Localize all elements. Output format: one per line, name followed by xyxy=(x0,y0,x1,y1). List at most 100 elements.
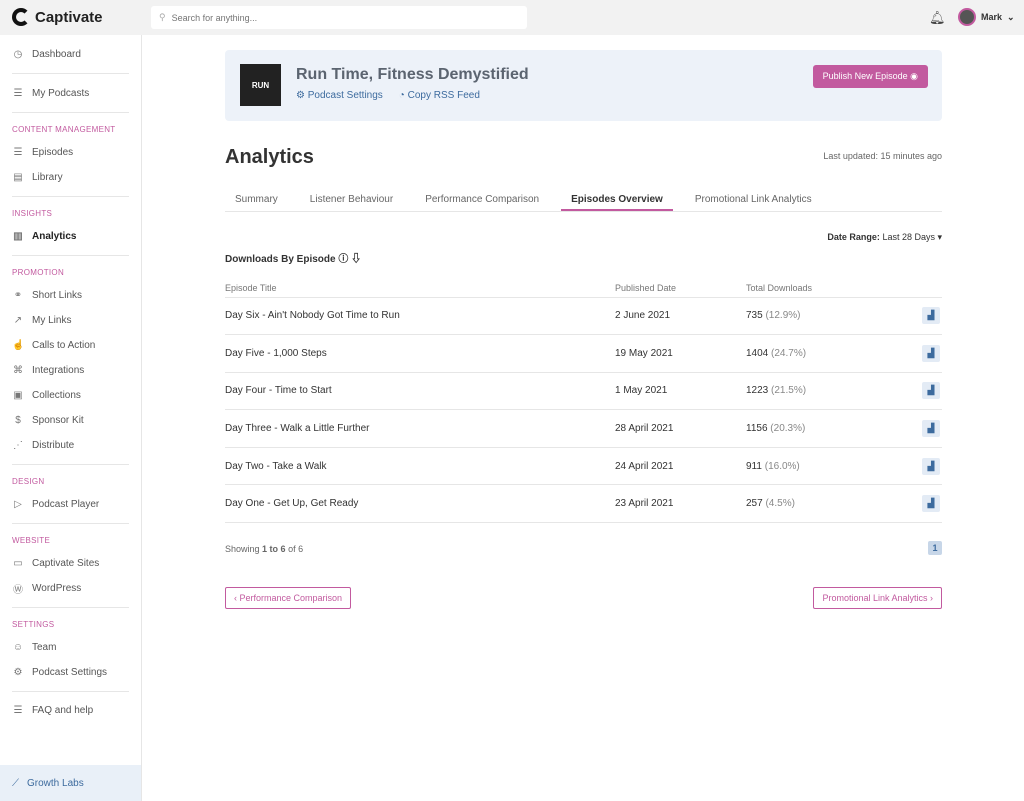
my-links-icon: ↗ xyxy=(13,315,23,326)
sponsor-kit-icon: $ xyxy=(15,415,21,426)
sidebar-item-dashboard[interactable]: ◷ Dashboard xyxy=(13,48,81,60)
total-downloads: 911 (16.0%) xyxy=(746,447,922,486)
last-updated: Last updated: 15 minutes ago xyxy=(823,151,942,161)
sidebar: ◷ Dashboard ☰ My Podcasts CONTENT MANAGEMENT… xyxy=(0,35,142,801)
sidebar-section-title: CONTENT MANAGEMENT xyxy=(12,125,116,134)
captivate-logo[interactable]: Captivate xyxy=(12,8,103,26)
episode-title[interactable]: Day Four - Time to Start xyxy=(225,372,615,411)
team-icon: ☺ xyxy=(12,642,24,653)
section-title: Downloads By Episode ⓘ ⇩ xyxy=(225,254,362,265)
episodes-icon: ☰ xyxy=(13,147,23,158)
sidebar-item-my-links[interactable]: ↗ My Links xyxy=(13,315,72,326)
publish-new-episode-button[interactable]: Publish New Episode ◉ xyxy=(812,65,928,88)
sidebar-item-integrations[interactable]: ⌘ Integrations xyxy=(13,365,85,376)
published-date: 23 April 2021 xyxy=(615,484,746,524)
sidebar-item-distribute[interactable]: ⋰ Distribute xyxy=(13,440,75,451)
episode-title[interactable]: Day One - Get Up, Get Ready xyxy=(225,484,615,524)
col-published-date: Published Date xyxy=(615,279,746,298)
sidebar-item-collections[interactable]: ▣ Collections xyxy=(13,390,81,401)
total-downloads: 1156 (20.3%) xyxy=(746,409,922,448)
table-row[interactable]: Day Four - Time to Start 1 May 2021 1223 (… xyxy=(225,372,942,411)
chart-icon[interactable]: ▟ xyxy=(922,344,940,362)
distribute-icon: ⋰ xyxy=(13,440,23,451)
sidebar-item-faq[interactable]: ☰ FAQ and help xyxy=(13,705,94,716)
episode-title[interactable]: Day Six - Ain't Nobody Got Time to Run xyxy=(225,297,615,336)
sidebar-item-captivate-sites[interactable]: ▭ Captivate Sites xyxy=(13,558,100,569)
table-row[interactable]: Day Five - 1,000 Steps 19 May 2021 1404 (2… xyxy=(225,334,942,373)
podcast-settings-link[interactable]: ⚙ Podcast Settings xyxy=(296,90,383,101)
published-date: 2 June 2021 xyxy=(615,297,746,336)
chevron-down-icon: ⌄ xyxy=(1007,11,1015,22)
download-icon[interactable]: ⇩ xyxy=(351,254,362,265)
user-menu[interactable]: Mark ⌄ xyxy=(958,8,1015,26)
table-row[interactable]: Day Two - Take a Walk 24 April 2021 911 (1… xyxy=(225,447,942,486)
episode-title[interactable]: Day Five - 1,000 Steps xyxy=(225,334,615,373)
published-date: 28 April 2021 xyxy=(615,409,746,448)
episode-title[interactable]: Day Three - Walk a Little Further xyxy=(225,409,615,448)
total-downloads: 1223 (21.5%) xyxy=(746,372,922,411)
sidebar-section-title: INSIGHTS xyxy=(12,209,53,218)
page-title: Analytics xyxy=(225,146,314,168)
sidebar-item-analytics[interactable]: ▥ Analytics xyxy=(13,231,77,242)
chart-icon[interactable]: ▟ xyxy=(922,420,940,438)
sidebar-item-episodes[interactable]: ☰ Episodes xyxy=(13,147,74,158)
podcast-player-icon: ▷ xyxy=(14,499,22,510)
next-promotional-link-analytics-button[interactable]: Promotional Link Analytics › xyxy=(813,587,942,609)
logo-icon xyxy=(12,8,30,26)
episodes-table: Episode Title Published Date Total Downloa… xyxy=(225,279,942,524)
prev-performance-comparison-button[interactable]: ‹ Performance Comparison xyxy=(225,587,352,609)
tab-promotional-link-analytics[interactable]: Promotional Link Analytics xyxy=(694,194,812,205)
chart-icon[interactable]: ▟ xyxy=(922,457,940,475)
sidebar-item-library[interactable]: ▤ Library xyxy=(13,172,63,183)
tab-listener-behaviour[interactable]: Listener Behaviour xyxy=(309,194,394,205)
growth-labs-link[interactable]: ⟋ Growth Labs xyxy=(0,765,141,801)
sidebar-item-short-links[interactable]: ⚭ Short Links xyxy=(13,290,83,301)
sidebar-item-sponsor-kit[interactable]: $ Sponsor Kit xyxy=(0,408,141,433)
tab-summary[interactable]: Summary xyxy=(235,194,278,205)
chart-icon[interactable]: ▟ xyxy=(922,495,940,513)
top-bar: Captivate ⚲ 🔔︎ Mark⌄ xyxy=(0,0,1024,35)
avatar xyxy=(958,8,976,26)
podcast-title: Run Time, Fitness Demystified xyxy=(296,66,529,83)
sidebar-section-title: PROMOTION xyxy=(12,268,65,277)
sidebar-item-podcast-player[interactable]: ▷ Podcast Player xyxy=(0,492,141,517)
table-row[interactable]: Day Three - Walk a Little Further 28 Apri… xyxy=(225,409,942,448)
published-date: 24 April 2021 xyxy=(615,447,746,486)
table-row[interactable]: Day One - Get Up, Get Ready 23 April 2021… xyxy=(225,484,942,524)
showing-count: Showing 1 to 6 of 6 xyxy=(225,544,304,554)
sidebar-item-team[interactable]: ☺ Team xyxy=(12,642,57,653)
library-icon: ▤ xyxy=(13,172,23,183)
search-icon: ⚲ xyxy=(159,12,166,22)
search-input[interactable] xyxy=(171,12,502,23)
tab-performance-comparison[interactable]: Performance Comparison xyxy=(425,194,540,205)
sidebar-item-my-podcasts[interactable]: ☰ My Podcasts xyxy=(13,87,90,99)
captivate-sites-icon: ▭ xyxy=(13,558,23,569)
short-links-icon: ⚭ xyxy=(13,290,23,301)
bell-icon[interactable]: 🔔︎ xyxy=(929,10,946,25)
podcast-settings-icon: ⚙ xyxy=(13,667,23,678)
tab-episodes-overview[interactable]: Episodes Overview xyxy=(561,188,673,211)
total-downloads: 1404 (24.7%) xyxy=(746,334,922,373)
published-date: 1 May 2021 xyxy=(615,372,746,411)
table-row[interactable]: Day Six - Ain't Nobody Got Time to Run 2 … xyxy=(225,297,942,336)
faq-icon: ☰ xyxy=(13,705,23,716)
episode-title[interactable]: Day Two - Take a Walk xyxy=(225,447,615,486)
analytics-icon: ▥ xyxy=(13,231,23,242)
chart-icon[interactable]: ▟ xyxy=(922,382,940,400)
info-icon[interactable]: ⓘ xyxy=(338,254,349,265)
sidebar-item-calls-to-action[interactable]: ☝ Calls to Action xyxy=(12,340,96,351)
sidebar-item-wordpress[interactable]: Ⓦ WordPress xyxy=(13,583,82,596)
sidebar-section-title: SETTINGS xyxy=(12,620,55,629)
search-box[interactable]: ⚲ xyxy=(151,6,527,29)
copy-rss-link[interactable]: ◔ Copy RSS Feed xyxy=(398,90,480,101)
dashboard-icon: ◷ xyxy=(13,48,23,60)
chart-icon[interactable]: ▟ xyxy=(922,307,940,325)
col-episode-title: Episode Title xyxy=(225,279,615,298)
list-icon: ☰ xyxy=(13,87,23,99)
sidebar-item-podcast-settings[interactable]: ⚙ Podcast Settings xyxy=(13,667,108,678)
date-range-select[interactable]: Date Range: Last 28 Days ▾ xyxy=(827,232,942,242)
page-1-button[interactable]: 1 xyxy=(928,541,942,555)
published-date: 19 May 2021 xyxy=(615,334,746,373)
integrations-icon: ⌘ xyxy=(13,365,23,376)
sidebar-section-title: DESIGN xyxy=(12,477,45,486)
